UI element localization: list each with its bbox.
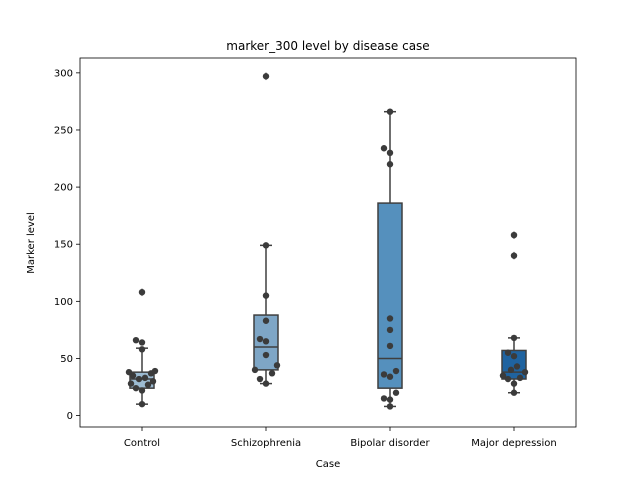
plot-frame [79, 57, 577, 428]
data-point [144, 381, 152, 388]
data-point [151, 367, 159, 375]
data-point [392, 367, 400, 375]
data-point [380, 371, 388, 378]
data-point [386, 403, 394, 410]
data-point [138, 346, 146, 353]
x-tick-label: Bipolar disorder [350, 438, 430, 449]
data-point [256, 335, 264, 343]
chart-title: marker_300 level by disease case [226, 39, 429, 53]
y-tick-label: 0 [67, 411, 73, 422]
data-point [510, 334, 518, 342]
data-point [262, 351, 270, 359]
data-point [262, 242, 270, 249]
data-point [138, 288, 146, 296]
data-point [510, 231, 518, 239]
data-point [386, 161, 394, 168]
y-axis-label: Marker level [26, 212, 37, 274]
data-point [386, 149, 394, 157]
data-point [504, 375, 512, 383]
x-tick-label: Schizophrenia [231, 438, 301, 449]
data-point [513, 363, 521, 370]
data-point [386, 326, 394, 334]
data-point [516, 374, 524, 382]
data-point [386, 108, 394, 115]
data-point [138, 400, 146, 408]
data-point [386, 373, 394, 380]
data-point [392, 389, 400, 396]
data-point [507, 366, 515, 374]
y-tick-label: 150 [54, 240, 73, 251]
data-point [149, 378, 157, 385]
data-point [132, 384, 140, 392]
box-bipolar-disorder [377, 202, 403, 389]
x-tick-label: Control [124, 438, 160, 449]
y-tick-label: 250 [54, 125, 73, 136]
y-tick-label: 200 [54, 183, 73, 194]
data-point [135, 375, 143, 383]
data-point [273, 362, 281, 369]
data-point [262, 338, 270, 345]
data-point [138, 387, 146, 394]
plot-area [125, 72, 529, 410]
data-point [380, 145, 388, 152]
data-point [268, 370, 276, 377]
data-point [510, 352, 518, 360]
y-tick-label: 300 [54, 68, 73, 79]
x-axis-label: Case [316, 459, 340, 470]
y-tick-label: 100 [54, 297, 73, 308]
data-point [380, 395, 388, 402]
x-tick-label: Major depression [471, 438, 557, 449]
y-tick-label: 50 [60, 354, 73, 365]
data-point [262, 380, 270, 387]
data-point [251, 366, 259, 374]
data-point [141, 374, 149, 382]
data-point [256, 375, 264, 383]
data-point [499, 372, 507, 379]
data-point [510, 252, 518, 259]
data-point [262, 292, 270, 299]
data-point [504, 349, 512, 356]
data-point [125, 368, 133, 376]
data-point [127, 380, 135, 387]
box-major-depression [501, 349, 527, 380]
data-point [510, 380, 518, 387]
data-point [262, 73, 270, 80]
data-point [262, 317, 270, 324]
data-point [386, 396, 394, 403]
data-point [138, 339, 146, 346]
data-point [386, 315, 394, 322]
data-point [521, 368, 529, 376]
data-point [132, 336, 140, 344]
data-point [510, 389, 518, 396]
data-point [386, 342, 394, 350]
